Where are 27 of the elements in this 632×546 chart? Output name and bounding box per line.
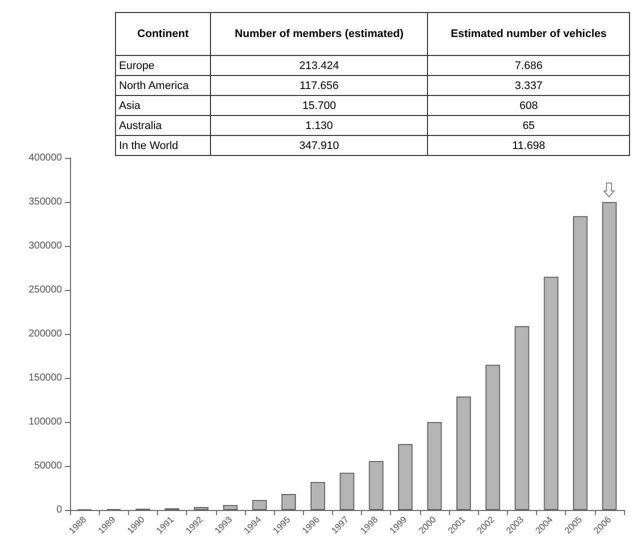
y-tick-label: 350000 [28,196,62,208]
text: 11.698 [428,136,630,156]
text: Number of members (estimated) [210,12,428,56]
y-tick-label: 150000 [28,372,62,384]
text: 347.910 [210,136,428,156]
y-tick-label: 100000 [28,416,62,428]
y-tick-label: 0 [56,504,62,516]
text: 3.337 [428,76,630,96]
text: In the World [116,136,210,156]
y-tick-label: 250000 [28,284,62,296]
text: 117.656 [210,76,428,96]
y-tick-label: 300000 [28,240,62,252]
y-tick-label: 200000 [28,328,62,340]
text: 213.424 [210,56,428,76]
text: Estimated number of vehicles [428,12,630,56]
text: Europe [116,56,210,76]
text: 7.686 [428,56,630,76]
text: Australia [116,116,210,136]
text: 1.130 [210,116,428,136]
text: 15.700 [210,96,428,116]
text: 608 [428,96,630,116]
y-tick-label: 400000 [28,152,62,164]
text: 65 [428,116,630,136]
y-tick-label: 50000 [34,460,62,472]
text: Asia [116,96,210,116]
text: North America [116,76,210,96]
text: Continent [116,12,210,56]
